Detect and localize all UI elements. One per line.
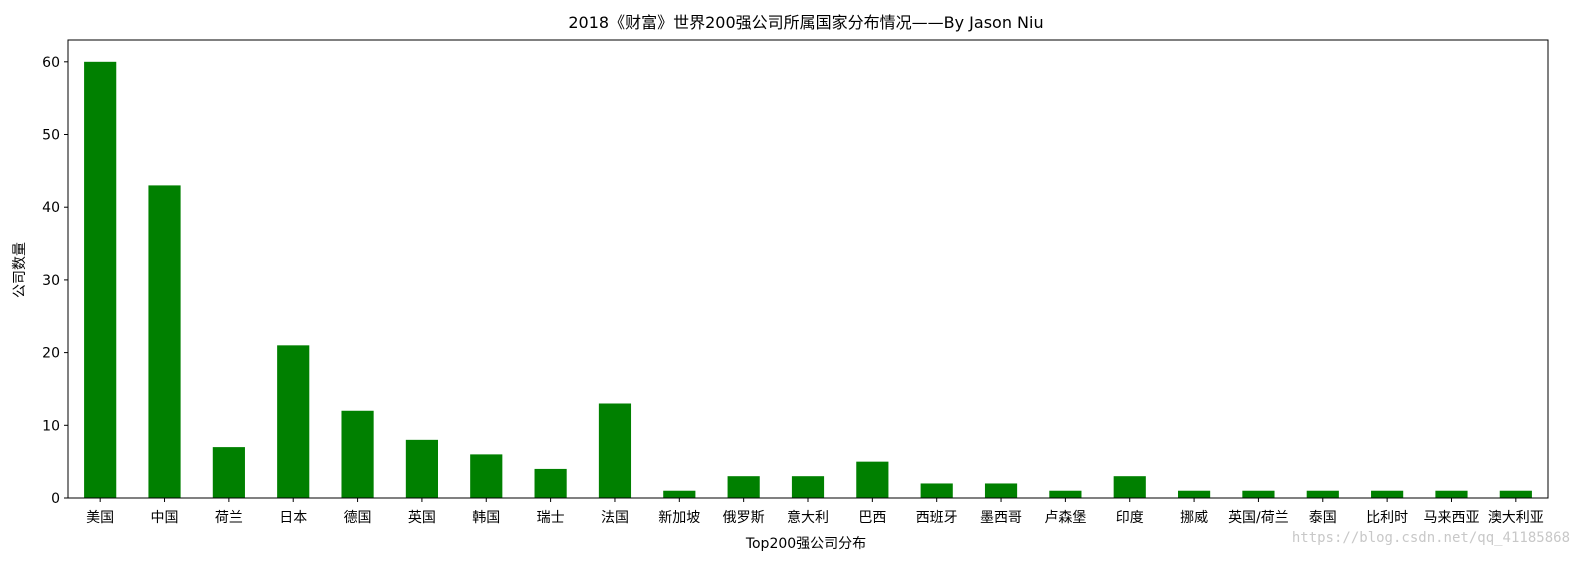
bar-7	[534, 468, 567, 498]
bar-21	[1435, 490, 1468, 498]
x-tick-label: 巴西	[858, 510, 886, 526]
x-tick-label: 意大利	[787, 509, 829, 526]
x-tick-label: 德国	[344, 510, 372, 526]
bar-19	[1306, 490, 1339, 498]
bars-group	[84, 61, 1532, 499]
bar-2	[212, 447, 245, 498]
y-axis: 0 10 20 30 40 50 60	[42, 55, 68, 507]
y-tick-label: 60	[42, 55, 60, 71]
x-tick-label: 新加坡	[658, 510, 700, 526]
y-tick-label: 10	[42, 418, 60, 434]
watermark-text: https://blog.csdn.net/qq_41185868	[1291, 530, 1570, 546]
x-axis: 美国 中国 荷兰 日本 德国 英国 韩国 瑞士 法国 新加坡 俄罗斯 意大利 巴西 西班牙 墨西哥 卢森堡 印度…	[86, 498, 1544, 526]
bar-9	[663, 490, 696, 498]
bar-20	[1371, 490, 1404, 498]
bar-3	[277, 345, 310, 498]
x-tick-label: 日本	[279, 510, 307, 526]
x-tick-label: 瑞士	[537, 510, 565, 526]
bar-10	[727, 476, 760, 498]
bar-12	[856, 461, 889, 498]
y-tick-label: 20	[42, 346, 60, 362]
bar-16	[1113, 476, 1146, 498]
x-tick-label: 澳大利亚	[1488, 510, 1544, 526]
x-tick-label: 印度	[1116, 510, 1144, 526]
y-axis-label: 公司数量	[12, 242, 28, 298]
y-tick-label: 0	[51, 491, 60, 507]
x-tick-label: 马来西亚	[1423, 510, 1479, 526]
bar-17	[1178, 490, 1211, 498]
x-axis-label: Top200强公司分布	[745, 536, 866, 552]
x-tick-label: 西班牙	[916, 510, 958, 526]
bar-5	[405, 439, 438, 498]
x-tick-label: 英国	[408, 509, 436, 526]
bar-8	[598, 403, 632, 498]
bar-6	[470, 454, 503, 498]
bar-1	[148, 185, 181, 498]
x-tick-label: 法国	[601, 510, 629, 526]
bar-22	[1499, 490, 1532, 498]
y-tick-label: 40	[42, 200, 60, 216]
x-tick-label: 英国/荷兰	[1228, 509, 1289, 526]
bar-0	[84, 61, 117, 499]
x-tick-label: 美国	[86, 510, 114, 526]
x-tick-label: 挪威	[1180, 510, 1208, 526]
bar-15	[1049, 490, 1082, 498]
x-tick-label: 韩国	[472, 510, 500, 526]
x-tick-label: 泰国	[1309, 510, 1337, 526]
x-tick-label: 卢森堡	[1044, 510, 1086, 526]
bar-4	[341, 410, 374, 498]
x-tick-label: 荷兰	[215, 510, 243, 526]
chart-title: 2018《财富》世界200强公司所属国家分布情况——By Jason Niu	[568, 13, 1043, 32]
bar-18	[1242, 490, 1275, 498]
bar-14	[984, 483, 1018, 498]
y-tick-label: 50	[42, 128, 60, 144]
x-tick-label: 比利时	[1366, 510, 1408, 526]
y-tick-label: 30	[42, 273, 60, 289]
x-tick-label: 墨西哥	[980, 510, 1022, 526]
x-tick-label: 中国	[151, 510, 179, 526]
bar-11	[791, 476, 825, 498]
x-tick-label: 俄罗斯	[723, 510, 765, 526]
bar-13	[920, 483, 953, 498]
